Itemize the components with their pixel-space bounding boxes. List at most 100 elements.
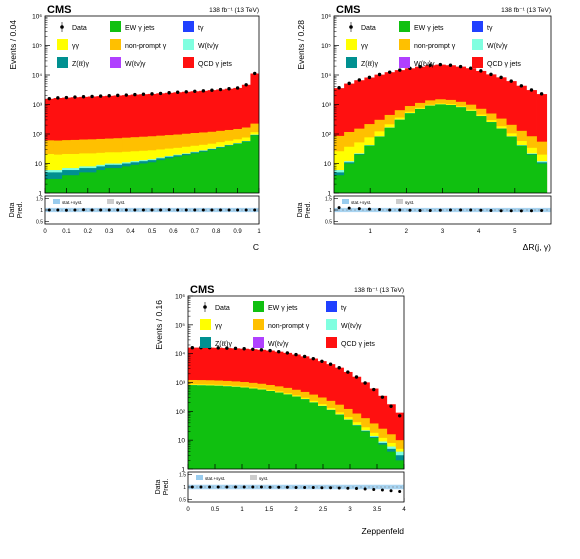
y-tick-label: 10	[35, 161, 43, 168]
bar-ew	[53, 178, 63, 193]
bar-ew	[475, 116, 487, 193]
ratio-point	[82, 208, 86, 212]
legend-swatch-gamma	[200, 319, 211, 330]
data-point	[337, 86, 341, 90]
ratio-point	[201, 208, 205, 212]
data-point	[448, 63, 453, 67]
data-point	[489, 72, 493, 77]
ratio-point	[107, 208, 111, 212]
ratio-point	[285, 485, 289, 489]
bar-ew	[343, 420, 353, 469]
bar-ew	[326, 410, 336, 469]
ratio-legend-swatch-stat	[53, 199, 60, 204]
legend-label-wwgamma: W(ℓν)γ	[268, 341, 289, 348]
data-point	[253, 71, 257, 76]
stacked-histogram	[45, 73, 259, 193]
data-point	[167, 91, 171, 95]
ratio-point	[294, 486, 298, 489]
ratio-legend-swatch-stat	[342, 199, 349, 204]
bar-ew	[415, 109, 426, 193]
legend-swatch-qcd	[326, 337, 337, 348]
data-point	[158, 91, 163, 96]
ratio-point	[73, 208, 77, 212]
x-tick-label: 0.8	[212, 229, 221, 235]
legend-label-gamma: γγ	[361, 43, 369, 50]
legend-label-tgamma: tγ	[198, 25, 204, 32]
ratio-point	[489, 208, 493, 212]
bar-ew	[87, 172, 97, 193]
ratio-point	[253, 208, 257, 212]
legend-swatch-tgamma	[472, 21, 483, 32]
ratio-point	[150, 208, 154, 212]
data-point	[302, 354, 307, 359]
ratio-point	[268, 485, 272, 489]
bar-ew	[207, 149, 217, 193]
ratio-point	[251, 485, 255, 489]
y-tick-label: 10³	[33, 102, 43, 109]
data-point	[354, 375, 359, 379]
y-tick-label: 10⁴	[175, 351, 185, 358]
data-point	[387, 70, 392, 74]
ratio-point	[193, 208, 197, 212]
ratio-point	[216, 485, 220, 489]
bar-ew	[241, 141, 251, 193]
ratio-y-tick-label: 1.5	[325, 196, 332, 202]
ratio-legend-label-syst: syst.	[259, 476, 268, 481]
bar-ew	[79, 172, 89, 193]
ratio-point	[479, 208, 483, 212]
bar-ew	[283, 394, 293, 469]
legend: Data EW γ jets tγ γγ non-prompt γ W(ℓν)γ Z(ℓℓ)…	[346, 21, 521, 68]
data-point	[81, 95, 86, 99]
ratio-point	[448, 208, 452, 212]
y-tick-label: 1	[327, 191, 331, 198]
legend: Data EW γ jets tγ γγ non-prompt γ W(ℓν)γ Z(ℓℓ)…	[57, 21, 232, 68]
data-point	[259, 348, 264, 352]
data-point	[73, 95, 77, 99]
legend-swatch-zgamma	[200, 337, 211, 348]
ratio-point	[337, 486, 341, 490]
ratio-point	[167, 208, 171, 212]
ratio-point	[529, 209, 533, 213]
bar-ew	[147, 162, 157, 193]
bar-ew	[435, 104, 446, 193]
ratio-point	[133, 208, 137, 212]
bar-ew	[233, 143, 243, 193]
cms-label: CMS	[336, 4, 360, 16]
legend-label-zgamma: Z(ℓℓ)γ	[215, 341, 232, 348]
bar-ew	[70, 175, 80, 193]
y-tick-label: 10⁶	[32, 14, 42, 21]
data-point	[337, 366, 341, 370]
ratio-point	[346, 486, 350, 490]
legend-swatch-ew	[110, 21, 121, 32]
x-tick-label: 2.5	[319, 507, 328, 513]
bar-ew	[384, 127, 396, 193]
bar-ew	[173, 156, 183, 193]
data-point	[428, 63, 432, 67]
y-tick-label: 10	[178, 438, 186, 445]
ratio-point	[519, 209, 523, 213]
x-tick-label: 4	[477, 229, 481, 235]
bar-ew	[395, 460, 404, 469]
data-point	[141, 92, 146, 96]
bar-ew	[196, 385, 206, 469]
ratio-y-tick-label: 1	[183, 485, 186, 491]
y-tick-label: 10⁵	[321, 43, 331, 50]
bar-ew	[334, 175, 345, 193]
x-tick-label: 0	[186, 507, 190, 513]
x-tick-label: 0.6	[169, 229, 178, 235]
bar-ew	[181, 155, 191, 193]
ratio-point	[184, 208, 188, 212]
legend-swatch-zgamma	[346, 57, 357, 68]
ratio-legend-swatch-syst	[396, 199, 403, 204]
ratio-point	[90, 208, 94, 212]
ratio-label-denominator: Pred.	[305, 202, 312, 219]
bar-ew	[386, 451, 396, 469]
bar-ew	[122, 166, 131, 193]
bar-ew	[526, 154, 537, 193]
legend-swatch-qcd	[183, 57, 194, 68]
bar-ew	[308, 402, 318, 469]
bar-ew	[274, 392, 284, 469]
ratio-point	[227, 208, 231, 212]
x-tick-label: 1	[368, 229, 372, 235]
ratio-legend-swatch-syst	[250, 475, 257, 480]
